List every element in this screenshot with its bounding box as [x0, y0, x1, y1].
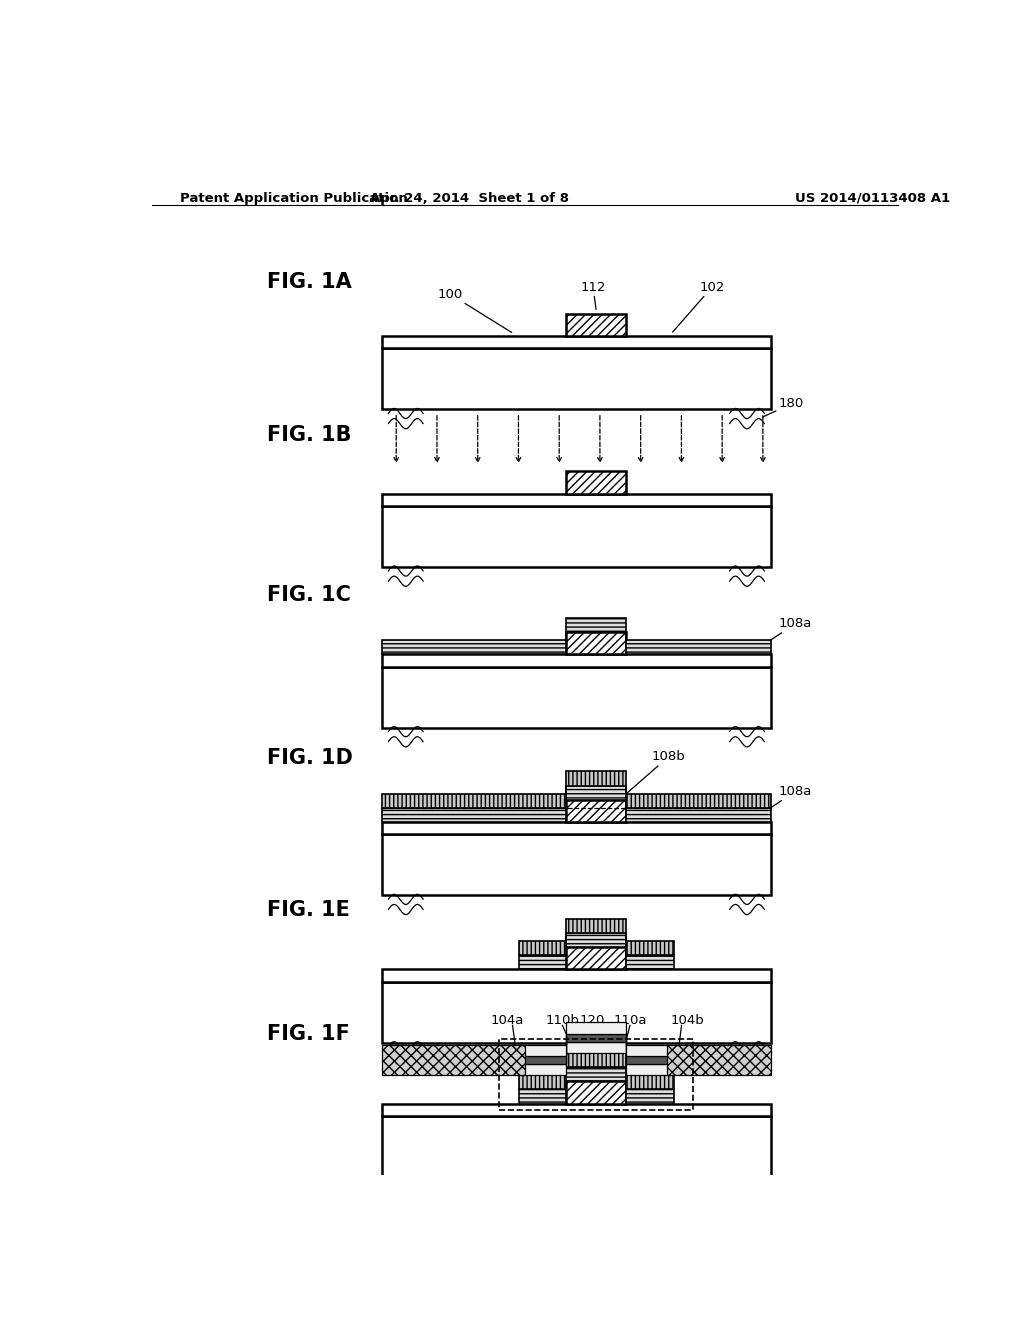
- Bar: [382, 834, 771, 895]
- Bar: [566, 948, 626, 969]
- Bar: [382, 655, 771, 667]
- Bar: [668, 1044, 771, 1076]
- Bar: [382, 1115, 771, 1177]
- Text: FIG. 1A: FIG. 1A: [267, 272, 351, 292]
- Text: 180: 180: [763, 397, 804, 417]
- Polygon shape: [519, 933, 674, 969]
- Text: US 2014/0113408 A1: US 2014/0113408 A1: [795, 191, 949, 205]
- Polygon shape: [519, 1053, 674, 1089]
- Text: 120: 120: [580, 1014, 605, 1027]
- Bar: [382, 1044, 525, 1076]
- Bar: [382, 506, 771, 568]
- Bar: [382, 822, 771, 834]
- Bar: [382, 969, 771, 982]
- Text: Apr. 24, 2014  Sheet 1 of 8: Apr. 24, 2014 Sheet 1 of 8: [370, 191, 568, 205]
- Bar: [566, 314, 626, 337]
- Text: 100: 100: [437, 288, 512, 333]
- Text: 108a: 108a: [766, 616, 812, 643]
- Bar: [566, 632, 626, 655]
- Bar: [382, 494, 771, 506]
- Polygon shape: [519, 1067, 674, 1104]
- Polygon shape: [519, 1034, 674, 1064]
- Bar: [382, 348, 771, 409]
- Bar: [382, 337, 771, 348]
- Text: 104a: 104a: [490, 1014, 523, 1027]
- Polygon shape: [382, 785, 771, 822]
- Polygon shape: [382, 618, 771, 655]
- Text: 108b: 108b: [625, 750, 685, 795]
- Text: 110b: 110b: [546, 1014, 580, 1027]
- Polygon shape: [519, 919, 674, 956]
- Text: FIG. 1C: FIG. 1C: [267, 585, 351, 606]
- Polygon shape: [519, 1041, 674, 1076]
- Polygon shape: [382, 771, 771, 808]
- Text: FIG. 1E: FIG. 1E: [267, 900, 350, 920]
- Bar: [382, 1104, 771, 1115]
- Text: FIG. 1D: FIG. 1D: [267, 748, 352, 768]
- Polygon shape: [519, 1022, 674, 1056]
- Bar: [382, 982, 771, 1043]
- Bar: [566, 471, 626, 494]
- Bar: [566, 1081, 626, 1104]
- Bar: [499, 1039, 693, 1110]
- Text: 112: 112: [581, 281, 606, 309]
- Text: Patent Application Publication: Patent Application Publication: [179, 191, 408, 205]
- Text: 102: 102: [673, 281, 725, 333]
- Text: FIG. 1F: FIG. 1F: [267, 1024, 350, 1044]
- Text: 104b: 104b: [671, 1014, 705, 1027]
- Text: 108a: 108a: [766, 784, 812, 812]
- Bar: [382, 667, 771, 727]
- Text: 110a: 110a: [613, 1014, 647, 1027]
- Bar: [566, 800, 626, 822]
- Text: FIG. 1B: FIG. 1B: [267, 425, 351, 445]
